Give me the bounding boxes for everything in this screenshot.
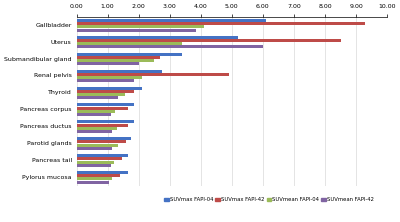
Bar: [76, 124, 128, 127]
Bar: [76, 147, 112, 150]
Bar: [76, 171, 128, 174]
Bar: [76, 103, 134, 106]
Bar: [76, 56, 160, 59]
Bar: [76, 181, 109, 184]
Bar: [76, 137, 131, 140]
Bar: [76, 157, 122, 160]
Bar: [76, 53, 182, 56]
Bar: [76, 79, 134, 82]
Bar: [76, 130, 112, 133]
Bar: [76, 73, 229, 76]
Bar: [76, 110, 115, 113]
Bar: [76, 113, 111, 116]
Bar: [76, 22, 365, 25]
Bar: [76, 70, 162, 73]
Bar: [76, 19, 266, 22]
Bar: [76, 127, 117, 130]
Bar: [76, 96, 118, 99]
Bar: [76, 39, 340, 42]
Bar: [76, 164, 111, 167]
Bar: [76, 36, 238, 39]
Bar: [76, 174, 120, 177]
Bar: [76, 62, 139, 65]
Bar: [76, 178, 112, 180]
Bar: [76, 90, 134, 93]
Bar: [76, 59, 154, 62]
Bar: [76, 161, 114, 164]
Legend: SUVmax FAPI-04, SUVmax FAPI-42, SUVmean FAPI-04, SUVmean FAPI-42: SUVmax FAPI-04, SUVmax FAPI-42, SUVmean …: [162, 195, 376, 204]
Bar: [76, 46, 263, 48]
Bar: [76, 42, 182, 45]
Bar: [76, 25, 204, 28]
Bar: [76, 76, 142, 79]
Bar: [76, 93, 125, 96]
Bar: [76, 144, 118, 147]
Bar: [76, 87, 142, 89]
Bar: [76, 141, 126, 143]
Bar: [76, 120, 134, 123]
Bar: [76, 107, 128, 110]
Bar: [76, 154, 128, 157]
Bar: [76, 29, 196, 32]
